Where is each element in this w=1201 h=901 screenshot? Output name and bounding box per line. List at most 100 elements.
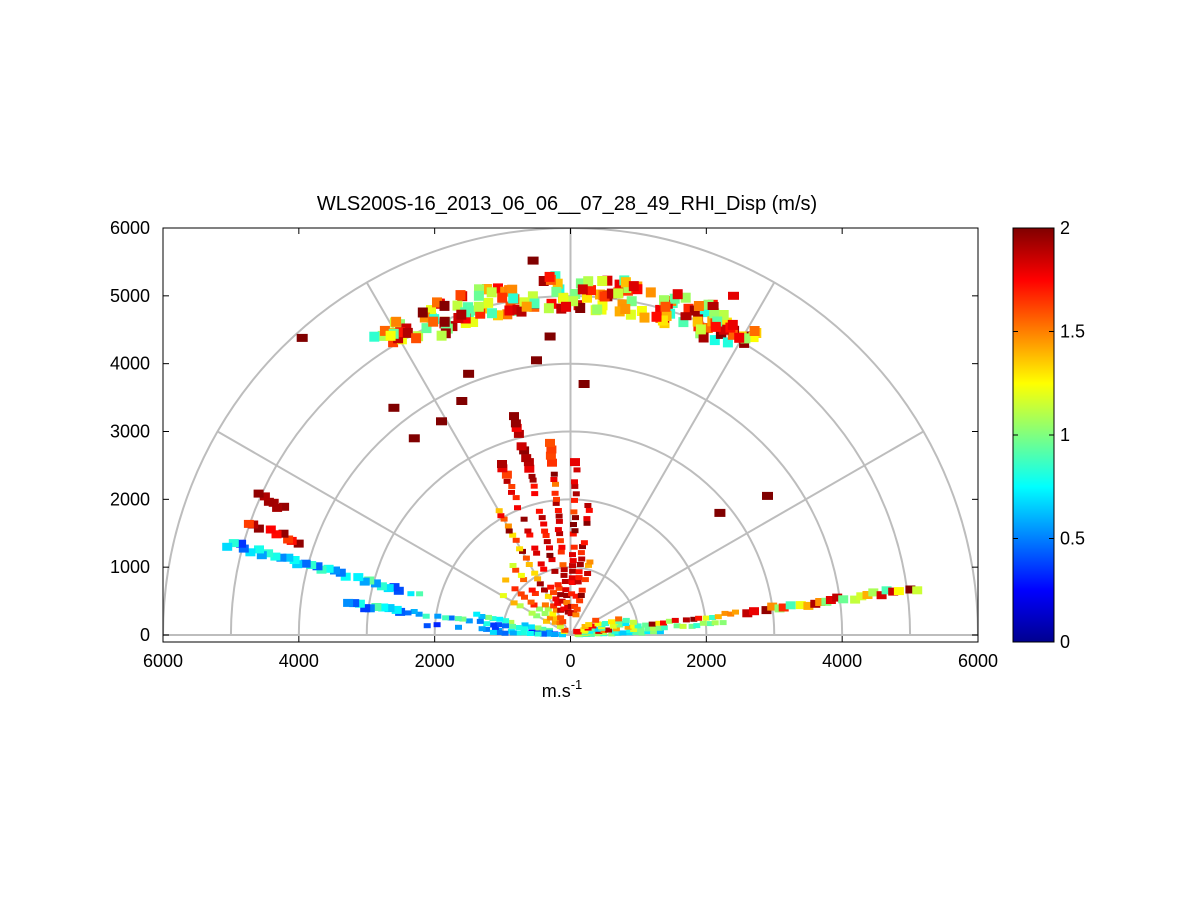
data-cell bbox=[534, 631, 542, 637]
data-cell bbox=[571, 604, 579, 609]
data-cell bbox=[502, 623, 509, 629]
data-cell bbox=[432, 297, 442, 308]
data-cell bbox=[538, 276, 549, 286]
data-cell bbox=[543, 539, 551, 545]
data-cell bbox=[436, 417, 447, 426]
data-cell bbox=[563, 593, 571, 598]
data-cell bbox=[238, 544, 249, 553]
x-axis-label: m.s-1 bbox=[542, 677, 583, 701]
data-cell bbox=[711, 620, 719, 626]
data-cell bbox=[516, 546, 524, 552]
data-cell bbox=[699, 307, 710, 318]
data-cell bbox=[531, 356, 542, 365]
data-cell bbox=[456, 397, 468, 405]
x-tick-label: 4000 bbox=[822, 651, 862, 671]
data-cell bbox=[541, 602, 549, 608]
data-cell bbox=[636, 306, 647, 316]
data-cell bbox=[583, 276, 594, 287]
data-cell bbox=[551, 286, 562, 297]
data-cell bbox=[497, 292, 508, 303]
data-cell bbox=[528, 587, 536, 593]
data-cell bbox=[680, 292, 691, 303]
data-cell bbox=[507, 619, 515, 625]
data-cell bbox=[578, 587, 586, 593]
data-cell bbox=[222, 542, 233, 551]
data-cell bbox=[575, 303, 586, 313]
data-cell bbox=[478, 626, 486, 632]
data-cell bbox=[560, 572, 568, 578]
data-cell bbox=[527, 291, 538, 302]
data-cell bbox=[551, 632, 558, 637]
data-cell bbox=[573, 628, 581, 634]
data-cell bbox=[509, 563, 517, 568]
data-cell bbox=[473, 611, 481, 617]
data-cell bbox=[259, 492, 270, 501]
data-cell bbox=[524, 464, 535, 473]
data-cell bbox=[526, 631, 534, 636]
data-cell bbox=[514, 505, 521, 511]
data-cell bbox=[678, 317, 689, 328]
x-tick-label: 6000 bbox=[143, 651, 183, 671]
data-cell bbox=[630, 627, 638, 632]
data-cell bbox=[525, 562, 533, 567]
data-cell bbox=[557, 549, 565, 555]
y-tick-label: 5000 bbox=[110, 286, 150, 306]
data-cell bbox=[512, 567, 520, 573]
data-cell bbox=[576, 598, 584, 604]
data-cell bbox=[868, 588, 879, 597]
data-cell bbox=[544, 606, 552, 612]
data-cell bbox=[582, 292, 592, 303]
data-cell bbox=[584, 503, 592, 508]
data-cell bbox=[551, 619, 559, 625]
data-cell bbox=[371, 603, 382, 611]
data-cell bbox=[573, 467, 581, 473]
data-cell bbox=[573, 606, 581, 612]
data-cell bbox=[256, 551, 267, 560]
data-cell bbox=[527, 256, 539, 265]
data-cell bbox=[785, 601, 796, 610]
data-cell bbox=[778, 603, 789, 612]
data-cell bbox=[456, 309, 467, 320]
data-cell bbox=[555, 585, 563, 591]
data-cell bbox=[292, 560, 303, 569]
data-cell bbox=[648, 621, 656, 627]
x-tick-label: 2000 bbox=[415, 651, 455, 671]
data-cell bbox=[570, 544, 578, 550]
data-cell bbox=[535, 508, 543, 514]
y-tick-label: 2000 bbox=[110, 489, 150, 509]
data-cell bbox=[699, 620, 707, 626]
data-cell bbox=[558, 293, 569, 304]
x-tick-label: 4000 bbox=[279, 651, 319, 671]
data-cell bbox=[474, 284, 484, 295]
data-cell bbox=[570, 289, 581, 299]
data-cell bbox=[748, 332, 759, 343]
data-cell bbox=[417, 307, 428, 318]
data-cell bbox=[571, 528, 579, 534]
data-cell bbox=[504, 305, 515, 316]
data-cell bbox=[673, 623, 681, 629]
data-cell bbox=[545, 631, 552, 637]
data-cell bbox=[508, 489, 515, 495]
data-cell bbox=[695, 324, 706, 335]
data-cell bbox=[893, 587, 904, 596]
data-cell bbox=[486, 287, 497, 298]
data-cell bbox=[503, 478, 511, 484]
data-cell bbox=[493, 283, 503, 294]
data-cell bbox=[682, 617, 690, 623]
data-cell bbox=[550, 477, 558, 482]
data-cell bbox=[505, 528, 513, 534]
data-cell bbox=[568, 591, 576, 597]
data-cell bbox=[612, 626, 620, 632]
data-cell bbox=[454, 616, 462, 622]
data-cell bbox=[572, 593, 580, 599]
data-cell bbox=[544, 593, 552, 599]
data-cell bbox=[671, 617, 679, 623]
data-cell bbox=[683, 303, 694, 314]
data-cell bbox=[660, 301, 671, 312]
data-cell bbox=[487, 308, 497, 319]
data-cell bbox=[389, 583, 400, 592]
data-cell bbox=[520, 626, 528, 632]
data-cell bbox=[553, 496, 560, 502]
data-cell bbox=[550, 471, 558, 477]
